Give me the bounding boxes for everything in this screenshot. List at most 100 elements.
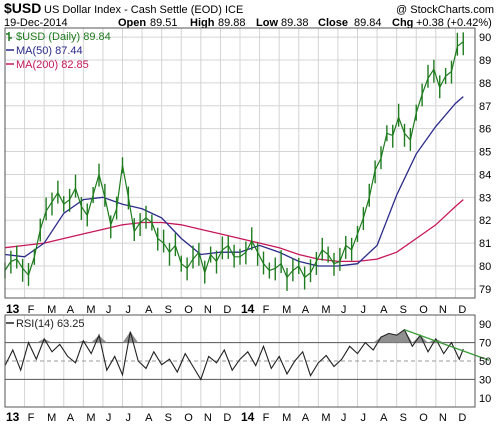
chg-label: Chg — [392, 17, 413, 29]
price-y-tick-label: 82 — [479, 215, 491, 227]
x-tick-label: A — [67, 304, 75, 316]
high-label: High — [190, 17, 215, 29]
chart-symbol: $USD — [4, 0, 41, 16]
x-tick-label: J — [341, 412, 347, 424]
x-tick-label: S — [165, 304, 172, 316]
x-tick-label: 14 — [241, 410, 255, 424]
x-tick-label: J — [341, 304, 347, 316]
low-value: 89.38 — [281, 17, 309, 29]
price-series-layer — [4, 32, 464, 291]
x-tick-label: M — [282, 304, 291, 316]
close-value: 89.84 — [354, 17, 382, 29]
x-tick-label: J — [361, 304, 367, 316]
x-tick-label: M — [321, 304, 330, 316]
price-y-tick-label: 87 — [479, 101, 491, 113]
x-tick-label: O — [419, 412, 428, 424]
x-tick-label: A — [302, 412, 310, 424]
x-tick-label: N — [204, 412, 212, 424]
price-y-tick-label: 88 — [479, 78, 491, 90]
high-value: 89.88 — [218, 17, 246, 29]
close-label: Close — [318, 17, 348, 29]
x-tick-label: F — [263, 304, 270, 316]
x-tick-label: O — [184, 304, 193, 316]
x-tick-label: A — [67, 412, 75, 424]
rsi-y-axis: 10 30 50 70 90 — [479, 319, 491, 405]
x-tick-label: J — [106, 412, 112, 424]
x-tick-label: D — [458, 304, 466, 316]
x-tick-label: 14 — [241, 302, 255, 316]
rsi-y-tick-label: 30 — [479, 374, 491, 386]
rsi-y-tick-label: 10 — [479, 393, 491, 405]
low-label: Low — [256, 17, 278, 29]
open-value: 89.51 — [150, 17, 178, 29]
price-y-tick-label: 83 — [479, 192, 491, 204]
rsi-x-axis: 13 F M A M J J A S O N D 14 F M A M J J A S O N D — [6, 410, 466, 424]
price-y-tick-label: 81 — [479, 238, 491, 250]
ma50-line — [4, 96, 464, 267]
x-tick-label: D — [223, 304, 231, 316]
x-tick-label: A — [302, 304, 310, 316]
price-y-tick-label: 86 — [479, 124, 491, 136]
legend-entry: $USD (Daily) 89.84 — [16, 31, 111, 43]
x-tick-label: M — [47, 304, 56, 316]
chart-header: $USD US Dollar Index - Cash Settle (EOD)… — [4, 0, 494, 29]
x-tick-label: A — [145, 304, 153, 316]
price-y-tick-label: 85 — [479, 147, 491, 159]
x-tick-label: M — [86, 412, 95, 424]
open-label: Open — [118, 17, 146, 29]
price-panel-frame — [4, 27, 476, 299]
x-tick-label: M — [86, 304, 95, 316]
ma200-line — [4, 199, 464, 263]
x-tick-label: M — [282, 412, 291, 424]
price-y-tick-label: 90 — [479, 32, 491, 44]
price-legend: $USD (Daily) 89.84 MA(50) 87.44 MA(200) 82… — [6, 31, 111, 71]
x-tick-label: M — [47, 412, 56, 424]
legend-entry: MA(200) 82.85 — [16, 59, 89, 71]
x-tick-label: S — [400, 412, 407, 424]
chart-name: US Dollar Index - Cash Settle (EOD) ICE — [44, 4, 243, 16]
price-y-tick-label: 84 — [479, 169, 491, 181]
x-tick-label: D — [223, 412, 231, 424]
price-line — [4, 41, 464, 279]
price-y-tick-label: 79 — [479, 284, 491, 296]
rsi-y-tick-label: 70 — [479, 338, 491, 350]
x-tick-label: J — [126, 304, 132, 316]
legend-entry: RSI(14) 63.25 — [16, 318, 84, 330]
x-tick-label: S — [165, 412, 172, 424]
rsi-y-tick-label: 90 — [479, 319, 491, 331]
watermark: @ StockCharts.com — [396, 4, 494, 16]
price-x-axis: 13 F M A M J J A S O N D 14 F M A M J J A S O N D — [6, 302, 466, 316]
x-tick-label: A — [145, 412, 153, 424]
rsi-trendline — [404, 329, 490, 361]
chart-date: 19-Dec-2014 — [4, 17, 68, 29]
x-tick-label: J — [106, 304, 112, 316]
legend-entry: MA(50) 87.44 — [16, 45, 83, 57]
x-tick-label: F — [263, 412, 270, 424]
rsi-line — [4, 328, 464, 381]
x-tick-label: F — [28, 412, 35, 424]
x-tick-label: J — [361, 412, 367, 424]
x-tick-label: O — [419, 304, 428, 316]
x-tick-label: N — [204, 304, 212, 316]
rsi-legend: RSI(14) 63.25 — [6, 318, 84, 330]
x-tick-label: 13 — [6, 302, 20, 316]
rsi-panel: 10 30 50 70 90 RSI(14) 63.25 — [4, 314, 491, 408]
x-tick-label: A — [380, 304, 388, 316]
x-tick-label: J — [126, 412, 132, 424]
price-y-axis: 79 80 81 82 83 84 85 86 87 88 89 90 — [479, 32, 491, 296]
rsi-panel-frame — [4, 314, 476, 408]
x-tick-label: S — [400, 304, 407, 316]
x-tick-label: A — [380, 412, 388, 424]
rsi-y-tick-label: 50 — [479, 356, 491, 368]
x-tick-label: M — [321, 412, 330, 424]
x-tick-label: 13 — [6, 410, 20, 424]
x-tick-label: N — [439, 412, 447, 424]
chg-value: +0.38 (+0.42%) — [416, 17, 492, 29]
price-panel: 79 80 81 82 83 84 85 86 87 88 89 90 $USD (Daily) 89… — [4, 27, 491, 299]
x-tick-label: O — [184, 412, 193, 424]
price-y-tick-label: 89 — [479, 55, 491, 67]
price-y-tick-label: 80 — [479, 261, 491, 273]
x-tick-label: N — [439, 304, 447, 316]
x-tick-label: F — [28, 304, 35, 316]
